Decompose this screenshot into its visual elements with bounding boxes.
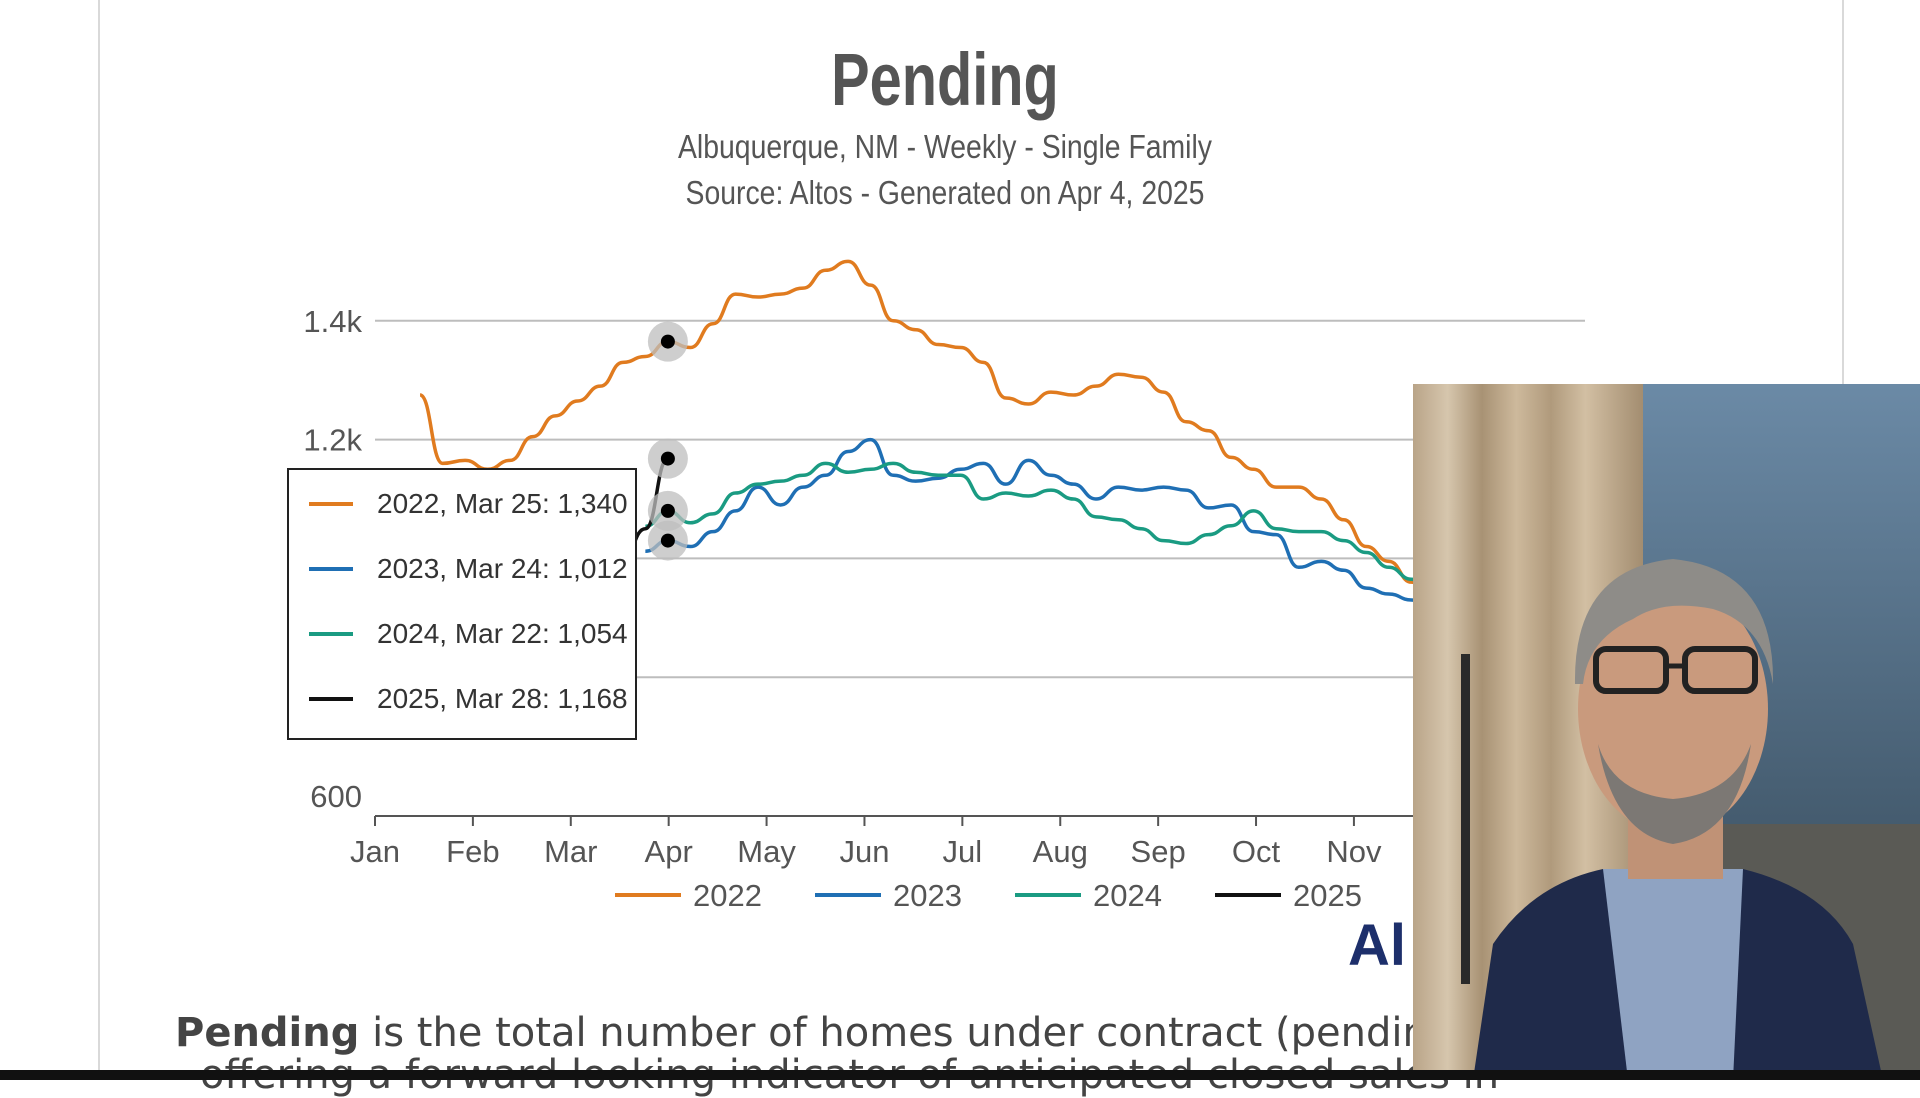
x-tick-Feb: Feb [446, 834, 499, 869]
legend-label-2022[interactable]: 2022 [693, 878, 762, 913]
chart-subtitle-1: Albuquerque, NM - Weekly - Single Family [678, 128, 1213, 166]
tooltip-row-2022: 2022, Mar 25: 1,340 [309, 484, 628, 524]
x-tick-Jun: Jun [839, 834, 889, 869]
x-tick-Aug: Aug [1033, 834, 1088, 869]
hover-point-2022 [660, 334, 675, 349]
tooltip-row-2025: 2025, Mar 28: 1,168 [309, 679, 628, 719]
presenter-shirt [1603, 869, 1743, 1080]
legend-label-2023[interactable]: 2023 [893, 878, 962, 913]
webcam-overlay [1413, 384, 1920, 1080]
hover-point-2024 [660, 503, 675, 518]
x-tick-Nov: Nov [1326, 834, 1382, 869]
description-bold: Pending [175, 1010, 360, 1056]
tooltip-text-2023: 2023, Mar 24: 1,012 [377, 553, 628, 584]
glasses-left-lens [1593, 646, 1669, 694]
description-text: Pending is the total number of homes und… [175, 1010, 1503, 1056]
description-rest: is the total number of homes under contr… [359, 1010, 1503, 1056]
chart-title: Pending [831, 39, 1059, 122]
tooltip-row-2023: 2023, Mar 24: 1,012 [309, 549, 628, 589]
chart-subtitle-2: Source: Altos - Generated on Apr 4, 2025 [686, 174, 1205, 212]
x-tick-May: May [737, 834, 796, 869]
series-line-2023 [645, 437, 1434, 608]
legend-label-2025[interactable]: 2025 [1293, 878, 1362, 913]
series-line-2022 [419, 259, 1435, 599]
tooltip-swatch-2022 [309, 502, 353, 506]
y-axis-ticks: 600 1.2k 1.4k [303, 304, 362, 814]
presenter-hair [1574, 559, 1774, 684]
bottom-bar [0, 1070, 1920, 1080]
tooltip-text-2022: 2022, Mar 25: 1,340 [377, 488, 628, 519]
tooltip-row-2024: 2024, Mar 22: 1,054 [309, 614, 628, 654]
presenter-beard [1598, 744, 1751, 844]
y-tick-600: 600 [310, 779, 362, 814]
altos-logo: Al [1348, 913, 1406, 978]
x-tick-Mar: Mar [544, 834, 597, 869]
legend-label-2024[interactable]: 2024 [1093, 878, 1162, 913]
x-axis: Jan Feb Mar Apr May Jun Jul Aug Sep Oct Nov [350, 815, 1585, 869]
x-tick-Apr: Apr [645, 834, 693, 869]
tooltip-text-2024: 2024, Mar 22: 1,054 [377, 618, 628, 649]
x-tick-Oct: Oct [1232, 834, 1281, 869]
tooltip-text-2025: 2025, Mar 28: 1,168 [377, 683, 628, 714]
tooltip-swatch-2025 [309, 697, 353, 701]
chart-tooltip: 2022, Mar 25: 1,340 2023, Mar 24: 1,012 … [287, 468, 637, 740]
y-tick-1.2k: 1.2k [303, 423, 362, 458]
series-line-2024 [645, 461, 1435, 593]
presenter-video [1413, 384, 1920, 1080]
glasses-right-lens [1682, 646, 1758, 694]
x-tick-Sep: Sep [1131, 834, 1186, 869]
y-tick-1.4k: 1.4k [303, 304, 362, 339]
legend: 2022 2023 2024 2025 [615, 878, 1362, 913]
hover-point-2023 [660, 533, 675, 548]
x-tick-Jan: Jan [350, 834, 400, 869]
hover-markers [647, 321, 688, 561]
tooltip-swatch-2024 [309, 632, 353, 636]
tooltip-swatch-2023 [309, 567, 353, 571]
x-tick-Jul: Jul [943, 834, 983, 869]
hover-point-2025 [660, 451, 675, 466]
floor-lamp [1461, 654, 1470, 984]
